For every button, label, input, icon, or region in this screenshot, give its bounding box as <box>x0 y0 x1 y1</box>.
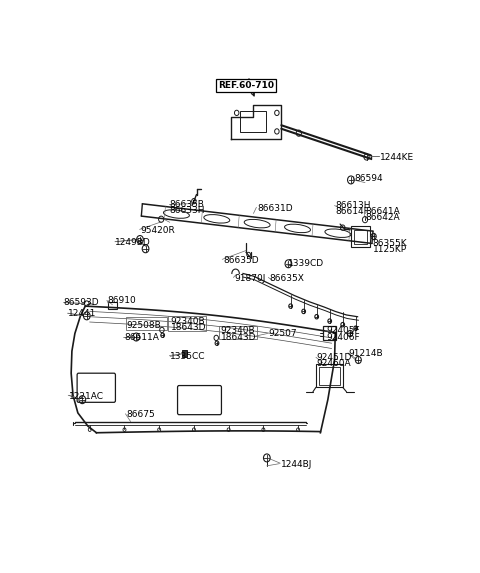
Text: 86635D: 86635D <box>223 256 259 265</box>
Text: 86614F: 86614F <box>335 207 369 216</box>
Text: 86633H: 86633H <box>170 206 205 215</box>
Text: 92340B: 92340B <box>221 327 255 335</box>
Text: 86611A: 86611A <box>124 333 159 343</box>
Text: 1249BD: 1249BD <box>115 238 151 247</box>
Text: 92451D: 92451D <box>317 353 352 362</box>
Text: 86635B: 86635B <box>170 200 204 209</box>
Text: 92507: 92507 <box>268 329 297 338</box>
Text: 86635X: 86635X <box>269 274 304 283</box>
Text: 95420R: 95420R <box>140 226 175 235</box>
Text: 18643D: 18643D <box>221 332 256 342</box>
Text: 86593D: 86593D <box>64 298 99 307</box>
Text: 92340B: 92340B <box>171 317 205 325</box>
Text: 86910: 86910 <box>108 296 136 305</box>
Text: 86355K: 86355K <box>372 239 407 248</box>
Text: 92406F: 92406F <box>326 332 360 342</box>
Text: 1244BJ: 1244BJ <box>281 460 312 469</box>
Bar <box>316 364 343 387</box>
Text: 92460A: 92460A <box>317 359 351 368</box>
Text: 91214B: 91214B <box>348 350 383 358</box>
Text: 86675: 86675 <box>126 410 155 419</box>
Bar <box>240 111 266 132</box>
Text: 86642A: 86642A <box>365 213 400 222</box>
Bar <box>182 350 187 358</box>
Text: 86641A: 86641A <box>365 207 400 216</box>
Text: 86613H: 86613H <box>335 201 371 210</box>
Text: 1339CD: 1339CD <box>288 259 324 268</box>
Text: 91870J: 91870J <box>234 274 265 283</box>
Text: 86631D: 86631D <box>257 203 293 213</box>
Text: 18643D: 18643D <box>171 323 206 332</box>
Bar <box>219 325 257 339</box>
Bar <box>351 226 370 247</box>
Bar <box>168 316 206 331</box>
Text: 1244KE: 1244KE <box>380 152 414 162</box>
Bar <box>319 367 340 384</box>
Text: 92508B: 92508B <box>126 321 161 330</box>
Bar <box>108 302 117 309</box>
Text: 1125KP: 1125KP <box>372 245 407 254</box>
Text: 1221AC: 1221AC <box>69 391 104 401</box>
Bar <box>323 327 336 340</box>
Text: REF.60-710: REF.60-710 <box>218 81 274 90</box>
Bar <box>353 230 367 244</box>
Text: 12441: 12441 <box>68 309 96 317</box>
Text: 86594: 86594 <box>354 174 383 183</box>
Bar <box>126 317 167 330</box>
Text: 92405F: 92405F <box>326 327 360 335</box>
Text: 1335CC: 1335CC <box>170 352 205 361</box>
